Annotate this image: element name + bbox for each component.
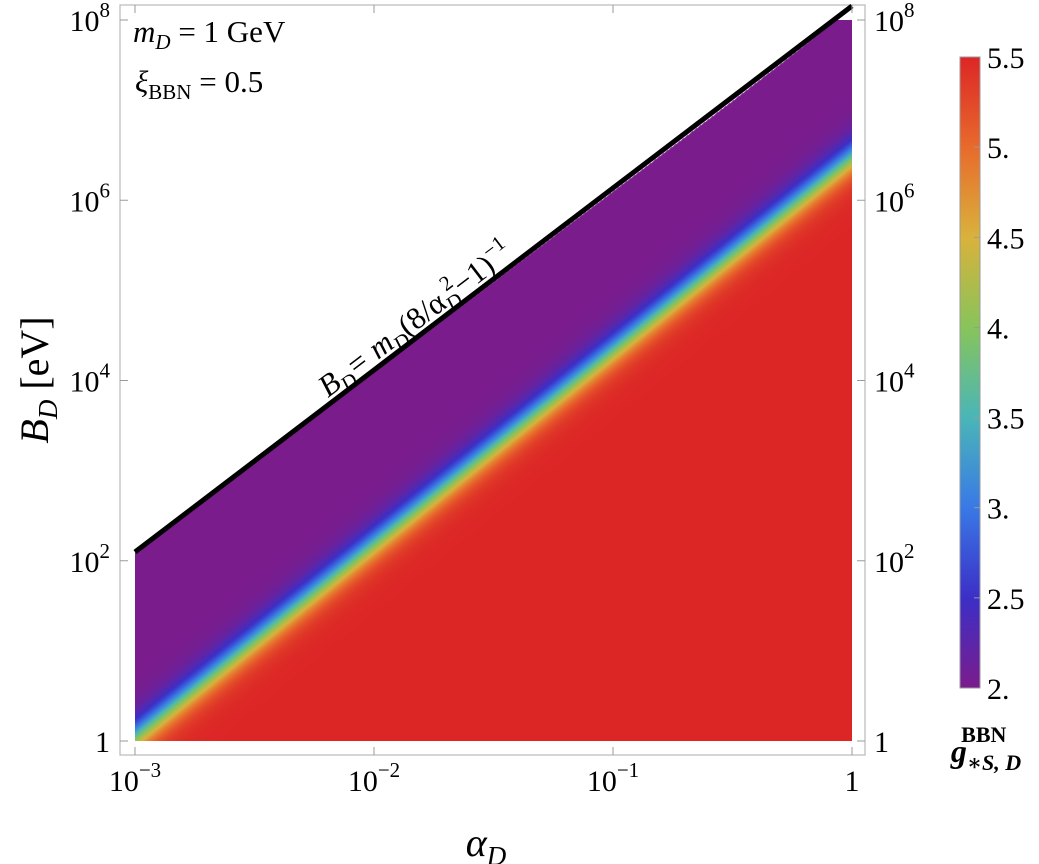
boundary-line — [133, 4, 854, 555]
y-tick-label-right: 102 — [874, 539, 915, 579]
y-tick-label-left: 102 — [70, 539, 111, 579]
colorbar-tick-label: 2.5 — [987, 583, 1025, 616]
y-tick-label-left: 1 — [95, 726, 110, 759]
colorbar-tick-label: 5.5 — [987, 42, 1025, 75]
x-axis-ticks: 10−3 10−2 10−1 1 — [109, 5, 860, 798]
x-tick-label: 10−1 — [587, 758, 639, 798]
mass-annotation: mD = 1 GeV — [133, 14, 286, 54]
colorbar-ticks: 2. 2.5 3. 3.5 4. 4.5 5. 5.5 — [974, 42, 1025, 706]
colorbar-tick-label: 4.5 — [987, 222, 1025, 255]
x-tick-label: 1 — [845, 765, 860, 798]
y-tick-label-right: 108 — [874, 0, 915, 38]
colorbar-tick-label: 3. — [987, 493, 1010, 526]
y-tick-label-left: 104 — [70, 359, 111, 399]
y-tick-label-right: 106 — [874, 178, 915, 218]
y-tick-label-left: 106 — [70, 178, 111, 218]
colorbar-tick-label: 4. — [987, 312, 1010, 345]
x-tick-label: 10−3 — [109, 758, 161, 798]
y-axis-title: BD [eV] — [12, 316, 63, 443]
colorbar-tick-label: 2. — [987, 673, 1010, 706]
colorbar-title: g∗S, DBBN — [950, 722, 1021, 775]
y-tick-label-right: 104 — [874, 359, 915, 399]
x-tick-label: 10−2 — [348, 758, 400, 798]
colorbar-tick-label: 3.5 — [987, 403, 1025, 436]
xi-annotation: ξBBN = 0.5 — [135, 64, 263, 104]
heatmap-region — [135, 20, 852, 741]
y-axis-ticks: 1 1 102 102 104 104 106 106 108 108 — [70, 0, 916, 759]
x-axis-title: αD — [466, 820, 507, 864]
y-tick-label-right: 1 — [874, 726, 889, 759]
colorbar — [959, 56, 981, 689]
y-tick-label-left: 108 — [70, 0, 111, 38]
colorbar-tick-label: 5. — [987, 132, 1010, 165]
